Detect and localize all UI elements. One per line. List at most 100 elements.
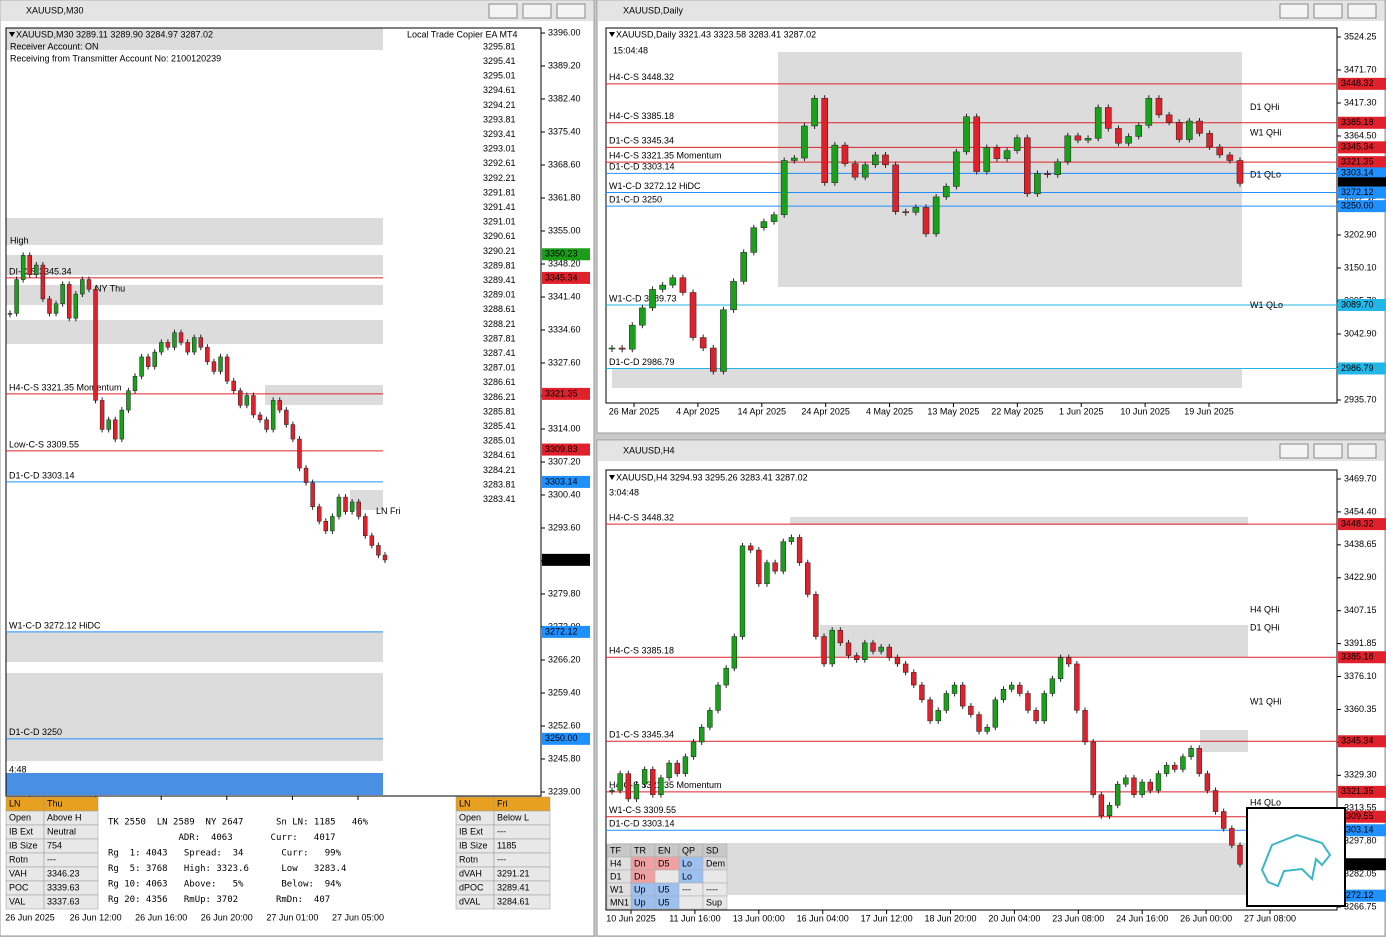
candle [1057, 657, 1064, 679]
price-tag [542, 475, 590, 488]
candle [1106, 804, 1113, 817]
price-tag-label: 3287.02 [1341, 859, 1374, 869]
panel-text: IB Ext [9, 826, 34, 836]
level-label: D1-C-D 2986.79 [609, 357, 675, 367]
candle [60, 284, 65, 304]
candle [666, 762, 672, 779]
candle [106, 419, 111, 430]
candle [1236, 160, 1244, 184]
tf-cell [678, 895, 704, 910]
level-label: H4-C-S 3448.32 [609, 512, 674, 522]
ladder-price: 3287.41 [483, 348, 516, 358]
candle [310, 482, 315, 508]
price-tag [1338, 858, 1386, 871]
tf-text: --- [682, 884, 691, 894]
candle [1041, 693, 1047, 722]
candle [750, 227, 758, 253]
window-button[interactable] [1279, 3, 1309, 19]
panel-text: Open [9, 812, 31, 822]
price-label: 3300.40 [548, 489, 581, 499]
date-label: 26 Jun 12:00 [70, 912, 122, 922]
price-tag [1338, 156, 1386, 169]
level-label: DI-C-S 3345.34 [9, 266, 72, 276]
candle [882, 154, 889, 166]
ladder-price: 3291.01 [483, 217, 516, 227]
candle [1216, 146, 1224, 156]
window-button[interactable] [1313, 443, 1343, 459]
candle [912, 207, 920, 213]
price-tag-label: 3250.00 [1341, 201, 1374, 211]
tf-text: Sup [706, 897, 722, 907]
candle [1147, 781, 1153, 791]
price-label: 3202.90 [1344, 229, 1377, 239]
level-label: H4-C-S 3321.35 Momentum [609, 780, 722, 790]
window-button[interactable] [556, 3, 586, 19]
level-label: H4-C-S 3385.18 [609, 111, 674, 121]
level-label: H4-C-S 3448.32 [609, 72, 674, 82]
candle [892, 164, 899, 212]
ladder-price: 3284.21 [483, 465, 516, 475]
price-label: 3391.85 [1344, 638, 1377, 648]
date-label: 26 Jun 2025 [5, 912, 55, 922]
candle [205, 346, 210, 362]
tf-text: Lo [682, 858, 692, 868]
price-tag-label: 3287.02 [1341, 178, 1374, 188]
window-button[interactable] [1313, 3, 1343, 19]
price-tag-label: 3303.14 [1341, 825, 1374, 835]
ladder-price: 3292.61 [483, 158, 516, 168]
date-label: 4 May 2025 [866, 406, 913, 416]
candle [764, 562, 770, 585]
candle [942, 186, 950, 198]
candle [1084, 138, 1092, 141]
candle [1180, 756, 1186, 770]
candle [382, 554, 388, 561]
candle [7, 313, 13, 315]
candle [1034, 173, 1041, 195]
ladder-price: 3295.81 [483, 41, 516, 51]
candle [1017, 684, 1023, 694]
candle [53, 303, 59, 314]
price-label: 3417.30 [1344, 97, 1377, 107]
panel-text: 754 [47, 840, 62, 850]
window-button[interactable] [1347, 3, 1377, 19]
candle [1229, 828, 1235, 846]
tf-text: D1 [610, 871, 622, 881]
candle [960, 684, 966, 707]
window-button[interactable] [1347, 443, 1377, 459]
candle [617, 773, 623, 791]
candle [983, 147, 991, 172]
price-label: 3150.10 [1344, 262, 1377, 272]
candle [1165, 114, 1173, 123]
tf-text: MN1 [610, 897, 629, 907]
price-label: 3259.40 [548, 687, 581, 697]
price-tag-label: 3385.18 [1341, 652, 1374, 662]
panel-text: --- [47, 854, 56, 864]
candle [1000, 689, 1007, 701]
candle [919, 684, 925, 701]
window-button[interactable] [488, 3, 518, 19]
title-bar [598, 441, 1384, 461]
date-label: 20 Jun 04:00 [988, 913, 1040, 923]
price-label: 3252.60 [548, 720, 581, 730]
price-label: 3307.20 [548, 456, 581, 466]
panel-text: dVAH [459, 868, 482, 878]
price-tag [1338, 116, 1386, 129]
candle [922, 207, 930, 235]
title-bar [1, 1, 593, 21]
candle [658, 777, 664, 795]
header-arrow [609, 475, 615, 480]
tf-text: Lo [682, 871, 692, 881]
window-button[interactable] [1279, 443, 1309, 459]
date-label: 22 May 2025 [991, 406, 1043, 416]
price-tag-label: 3272.12 [1341, 890, 1374, 900]
price-tag-label: 3385.18 [1341, 117, 1374, 127]
window-button[interactable] [522, 3, 552, 19]
tf-text: Up [634, 897, 646, 907]
ladder-price: 3289.01 [483, 290, 516, 300]
ladder-price: 3294.21 [483, 100, 516, 110]
candle [861, 164, 869, 178]
candle [14, 279, 19, 314]
panel-cell [493, 894, 551, 910]
price-label: 3361.80 [548, 192, 581, 202]
candle [218, 356, 223, 372]
